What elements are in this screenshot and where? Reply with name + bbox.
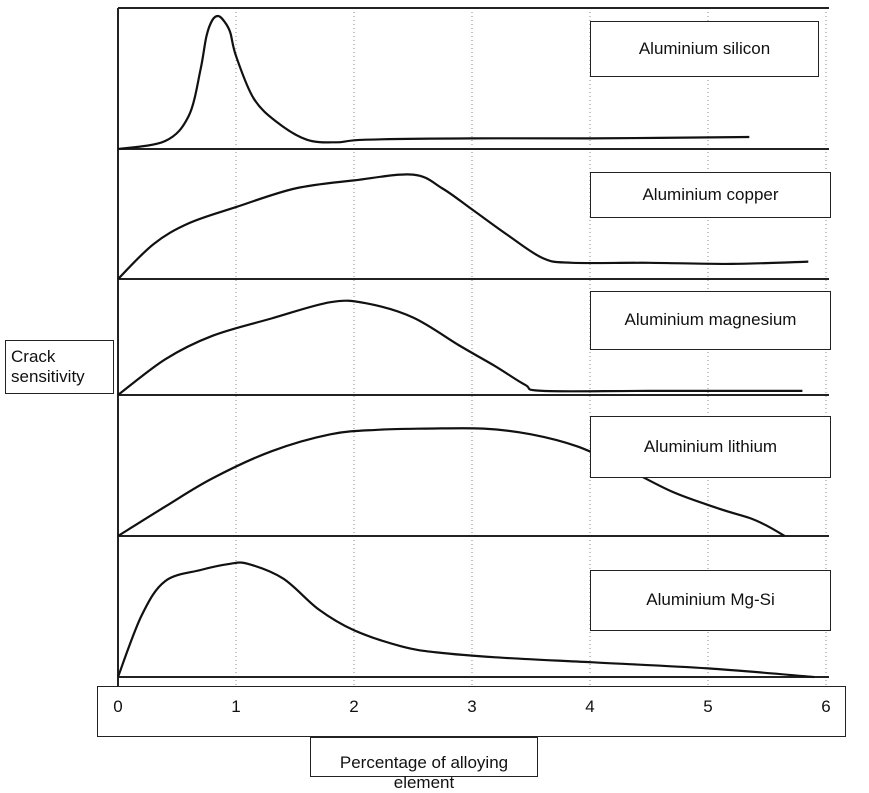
y-axis-label: Crack sensitivity [5, 340, 114, 394]
curve-3 [117, 299, 803, 396]
curves [116, 14, 815, 679]
x-axis-label: Percentage of alloying element [310, 737, 538, 792]
curve-5 [116, 561, 815, 679]
panel-label-2: Aluminium copper [590, 172, 831, 218]
curve-2 [117, 173, 809, 280]
x-tick-label-3: 3 [467, 697, 477, 716]
panel-frame [117, 7, 829, 686]
y-axis-label-line-1: Crack [11, 347, 56, 366]
panel-label-4: Aluminium lithium [590, 416, 831, 478]
x-axis-box [97, 686, 846, 737]
panel-label-3: Aluminium magnesium [590, 291, 831, 350]
panel-label-5: Aluminium Mg-Si [590, 570, 831, 631]
panel-label-1: Aluminium silicon [590, 21, 819, 77]
y-axis-label-line-2: sensitivity [11, 367, 85, 386]
curve-1 [117, 14, 750, 151]
x-tick-label-2: 2 [349, 697, 359, 716]
x-tick-label-4: 4 [585, 697, 595, 716]
curve-4 [117, 427, 786, 537]
x-tick-label-5: 5 [703, 697, 713, 716]
x-tick-label-6: 6 [821, 697, 831, 716]
x-tick-label-0: 0 [113, 697, 123, 716]
x-tick-label-1: 1 [231, 697, 241, 716]
